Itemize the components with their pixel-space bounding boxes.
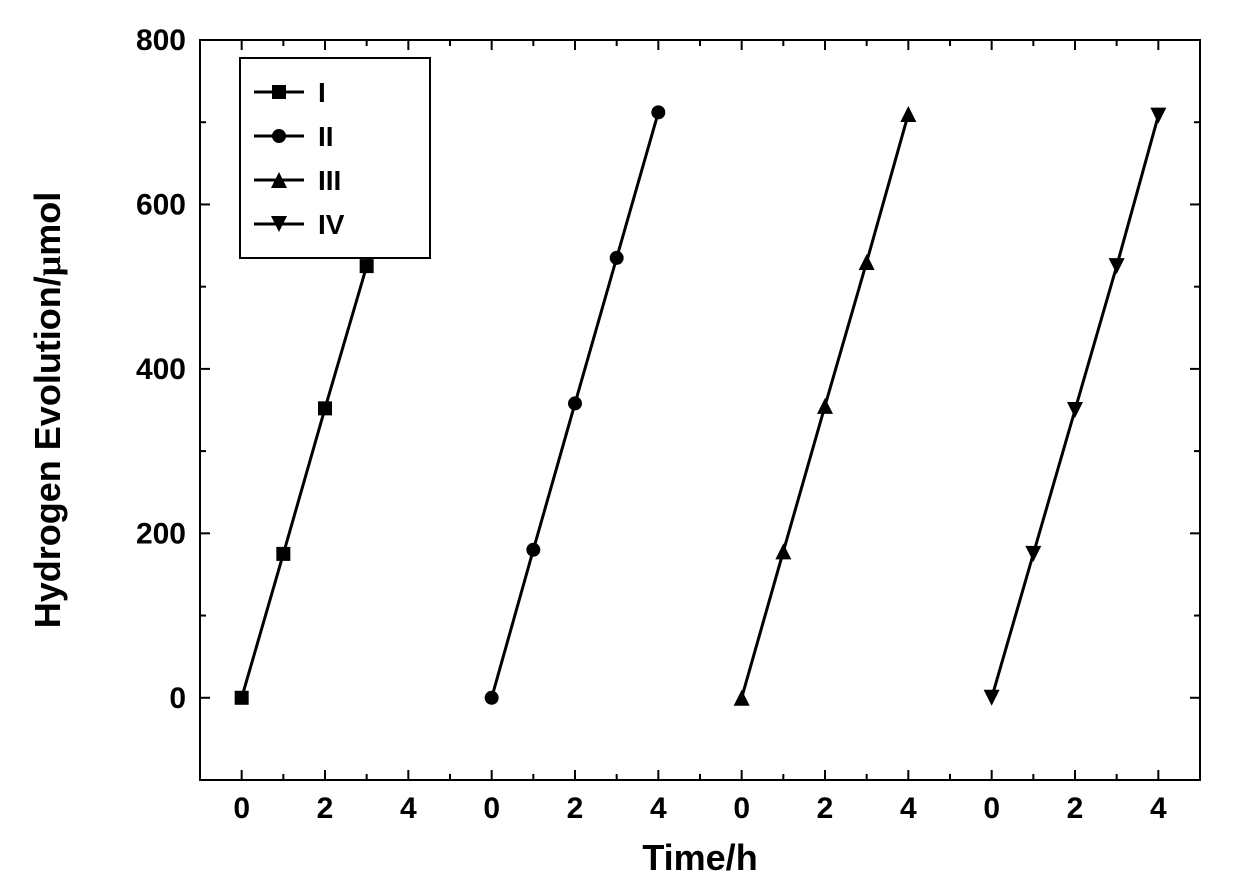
y-tick-label: 200 (136, 517, 186, 550)
legend-label-III: III (318, 165, 341, 196)
x-tick-label: 0 (733, 792, 750, 825)
y-tick-label: 800 (136, 24, 186, 57)
x-tick-label: 0 (483, 792, 500, 825)
x-tick-label: 4 (400, 792, 417, 825)
x-tick-label: 4 (650, 792, 667, 825)
x-tick-label: 2 (317, 792, 334, 825)
x-axis-label: Time/h (642, 837, 757, 878)
legend-label-I: I (318, 77, 326, 108)
y-tick-label: 400 (136, 353, 186, 386)
hydrogen-evolution-chart: 0 2 4 0 2 4 0 2 4 0 2 4 0 200 400 600 800 Time/h Hydrogen … (0, 0, 1240, 896)
x-tick-label: 4 (900, 792, 917, 825)
x-tick-label: 2 (1067, 792, 1084, 825)
y-axis-label: Hydrogen Evolution/μmol (27, 192, 68, 628)
y-tick-label: 600 (136, 188, 186, 221)
x-tick-label: 2 (817, 792, 834, 825)
legend-label-IV: IV (318, 209, 345, 240)
x-tick-label: 0 (233, 792, 250, 825)
x-tick-label: 2 (567, 792, 584, 825)
x-tick-label: 0 (983, 792, 1000, 825)
x-tick-label: 4 (1150, 792, 1167, 825)
y-tick-label: 0 (169, 682, 186, 715)
chart-container: 0 2 4 0 2 4 0 2 4 0 2 4 0 200 400 600 800 Time/h Hydrogen … (0, 0, 1240, 896)
legend-label-II: II (318, 121, 334, 152)
legend: IIIIIIIV (240, 58, 430, 258)
